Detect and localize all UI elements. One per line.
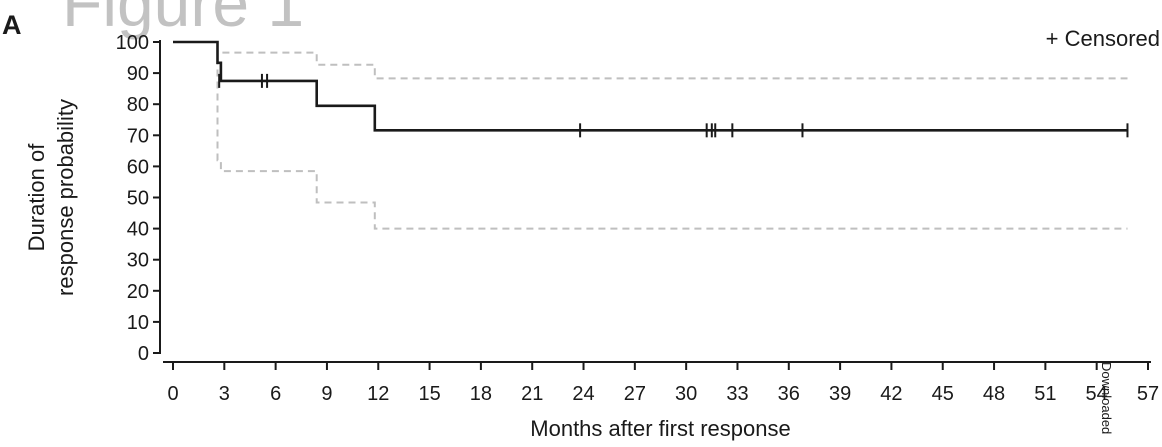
y-tick-label-20: 20 — [127, 281, 149, 303]
y-tick-label-80: 80 — [127, 94, 149, 116]
y-tick-label-10: 10 — [127, 312, 149, 334]
figure-label: Figure 1 — [62, 0, 305, 40]
x-tick-label-21: 21 — [521, 383, 543, 405]
x-axis-title: Months after first response — [530, 416, 790, 441]
x-tick-label-51: 51 — [1034, 383, 1056, 405]
y-tick-label-70: 70 — [127, 125, 149, 147]
x-tick-label-24: 24 — [572, 383, 594, 405]
ci-line-1 — [173, 41, 1128, 80]
y-axis-title-line-2: response probability — [53, 99, 78, 296]
x-tick-label-3: 3 — [219, 383, 230, 405]
x-tick-label-45: 45 — [932, 383, 954, 405]
x-tick-label-18: 18 — [470, 383, 492, 405]
y-axis-title-line-1: Duration of — [24, 143, 49, 252]
x-tick-label-42: 42 — [880, 383, 902, 405]
x-tick-label-57: 57 — [1137, 383, 1159, 405]
x-tick-label-15: 15 — [418, 383, 440, 405]
y-tick-label-60: 60 — [127, 156, 149, 178]
ci-line-2 — [173, 41, 1128, 230]
y-tick-label-90: 90 — [127, 63, 149, 85]
x-tick-label-9: 9 — [321, 383, 332, 405]
y-tick-label-100: 100 — [116, 32, 149, 54]
x-tick-label-33: 33 — [726, 383, 748, 405]
x-tick-label-0: 0 — [167, 383, 178, 405]
panel-label: A — [2, 10, 22, 40]
y-tick-label-0: 0 — [138, 343, 149, 365]
x-tick-label-54: 54 — [1086, 383, 1108, 405]
x-tick-label-27: 27 — [624, 383, 646, 405]
y-tick-label-30: 30 — [127, 250, 149, 272]
x-tick-label-6: 6 — [270, 383, 281, 405]
x-tick-label-12: 12 — [367, 383, 389, 405]
y-tick-label-40: 40 — [127, 219, 149, 241]
x-tick-label-36: 36 — [778, 383, 800, 405]
x-tick-label-48: 48 — [983, 383, 1005, 405]
series-layer — [173, 40, 1129, 230]
x-tick-label-39: 39 — [829, 383, 851, 405]
legend-censored: + Censored — [1045, 26, 1160, 51]
survival-line — [173, 40, 1128, 132]
axes-layer — [153, 40, 1151, 370]
y-tick-label-50: 50 — [127, 188, 149, 210]
x-tick-label-30: 30 — [675, 383, 697, 405]
